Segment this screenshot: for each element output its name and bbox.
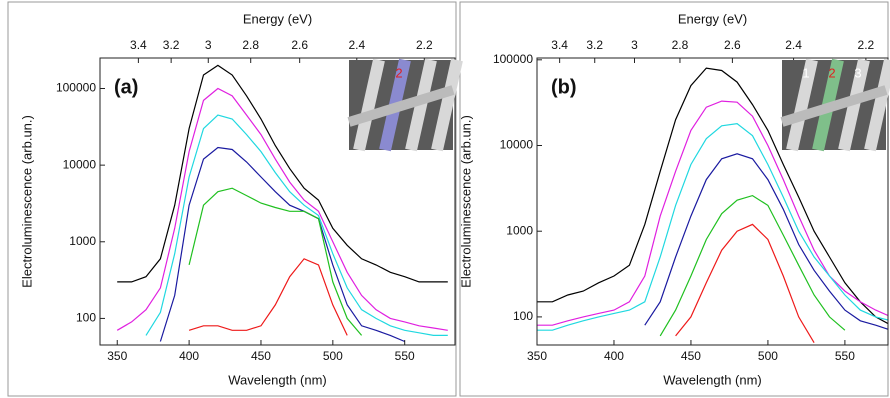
panel-label: (a) — [114, 76, 138, 98]
plot-frame — [99, 57, 456, 346]
inset-wire — [864, 58, 890, 152]
inset-label: 1 — [802, 65, 809, 80]
x-tick-label: 450 — [251, 349, 271, 363]
x-tick-label: 500 — [323, 349, 343, 363]
x2-tick-label: 2.4 — [785, 38, 802, 52]
inset-label: 2 — [395, 65, 402, 80]
spectrum-line — [188, 258, 348, 336]
x2-axis-label: Energy (eV) — [678, 11, 747, 26]
x2-tick-label: 2.2 — [416, 38, 433, 52]
x2-tick-label: 2.4 — [348, 38, 365, 52]
spectrum-line — [537, 122, 888, 331]
x2-tick-label: 3 — [631, 38, 638, 52]
x-axis-label: Wavelength (nm) — [663, 372, 762, 387]
y-axis-label: Electroluminescence (arb.un.) — [458, 115, 473, 288]
x-axis-label: Wavelength (nm) — [228, 372, 327, 387]
x2-tick-label: 2.6 — [724, 38, 741, 52]
inset-wire — [353, 58, 385, 152]
panel-label: (b) — [551, 76, 577, 98]
inset-wire — [786, 58, 818, 152]
y-tick-label: 10000 — [500, 138, 534, 152]
x-tick-label: 450 — [681, 349, 701, 363]
x-tick-label: 500 — [758, 349, 778, 363]
spectrum-line — [116, 87, 448, 331]
panel-frame — [7, 1, 457, 397]
spectrum-line — [644, 153, 888, 330]
spectrum-line — [675, 223, 815, 344]
x-tick-label: 350 — [527, 349, 547, 363]
inset-label: 3 — [854, 65, 861, 80]
inset-bar — [780, 85, 888, 127]
y-tick-label: 100000 — [56, 81, 96, 95]
x2-tick-label: 2.6 — [291, 38, 308, 52]
x-tick-label: 400 — [179, 349, 199, 363]
x-tick-label: 350 — [107, 349, 127, 363]
x2-tick-label: 3.2 — [586, 38, 603, 52]
y-tick-label: 10000 — [63, 157, 97, 171]
y-tick-label: 100 — [513, 309, 533, 323]
x2-tick-label: 2.8 — [242, 38, 259, 52]
x2-tick-label: 3.4 — [130, 38, 147, 52]
inset-label: 2 — [828, 65, 835, 80]
x-tick-label: 550 — [835, 349, 855, 363]
inset-wire — [431, 58, 463, 152]
x2-tick-label: 2.2 — [858, 38, 875, 52]
x2-tick-label: 2.8 — [672, 38, 689, 52]
x2-tick-label: 3.4 — [551, 38, 568, 52]
spectrum-line — [537, 67, 888, 325]
y-tick-label: 1000 — [506, 223, 533, 237]
spectrum-line — [159, 146, 405, 343]
x2-tick-label: 3 — [205, 38, 212, 52]
inset-bar — [347, 85, 455, 127]
x-tick-label: 550 — [395, 349, 415, 363]
spectrum-line — [659, 194, 846, 337]
y-axis-label: Electroluminescence (arb.un.) — [19, 115, 34, 288]
spectrum-line — [117, 64, 448, 283]
y-tick-label: 100 — [76, 311, 96, 325]
y-tick-label: 1000 — [69, 234, 96, 248]
x-tick-label: 400 — [604, 349, 624, 363]
spectrum-line — [188, 187, 363, 336]
spectrum-line — [145, 114, 448, 336]
x2-tick-label: 3.2 — [163, 38, 180, 52]
plot-frame — [536, 57, 889, 346]
y-tick-label: 100000 — [493, 52, 533, 66]
x2-axis-label: Energy (eV) — [243, 11, 312, 26]
